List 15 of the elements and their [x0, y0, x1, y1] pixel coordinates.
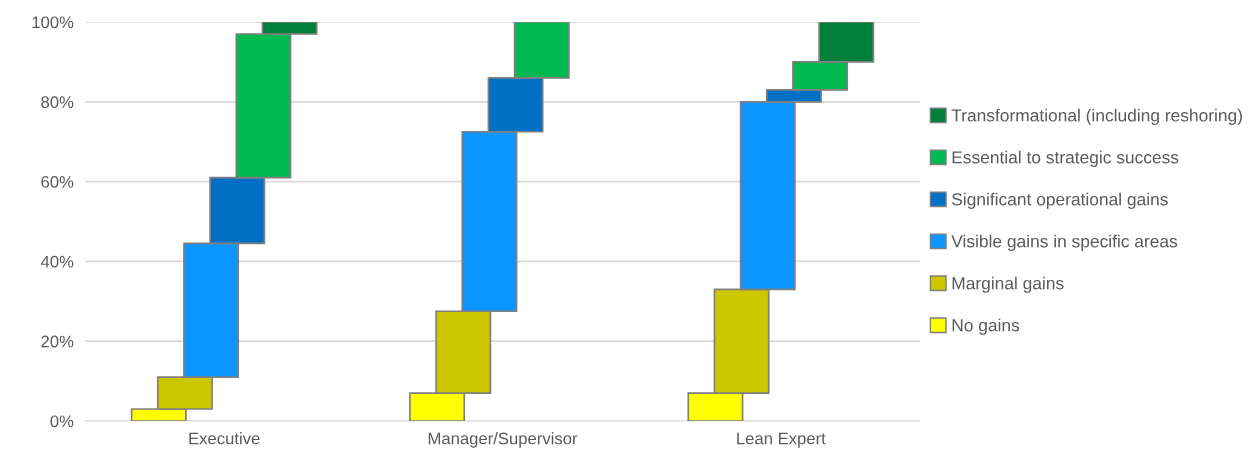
- x-tick-label: Executive: [189, 432, 260, 445]
- y-tick-label: 60%: [41, 176, 74, 188]
- y-tick-label: 0%: [50, 415, 74, 428]
- x-tick-label: Manager/Supervisor: [428, 432, 578, 448]
- x-tick-label: Lean Expert: [737, 432, 826, 448]
- y-tick-label: 80%: [41, 96, 74, 108]
- y-tick-label: 100%: [32, 16, 74, 29]
- legend-label: Marginal gains: [952, 276, 1064, 293]
- legend-label: Significant operational gains: [952, 192, 1168, 209]
- legend-label: Essential to strategic success: [952, 150, 1179, 167]
- legend-label: No gains: [952, 318, 1020, 335]
- y-tick-label: 20%: [41, 335, 74, 348]
- y-tick-label: 40%: [40, 255, 74, 268]
- legend-label: Transformational (including reshoring): [951, 108, 1242, 125]
- legend-label: Visible gains in specific areas: [951, 234, 1178, 251]
